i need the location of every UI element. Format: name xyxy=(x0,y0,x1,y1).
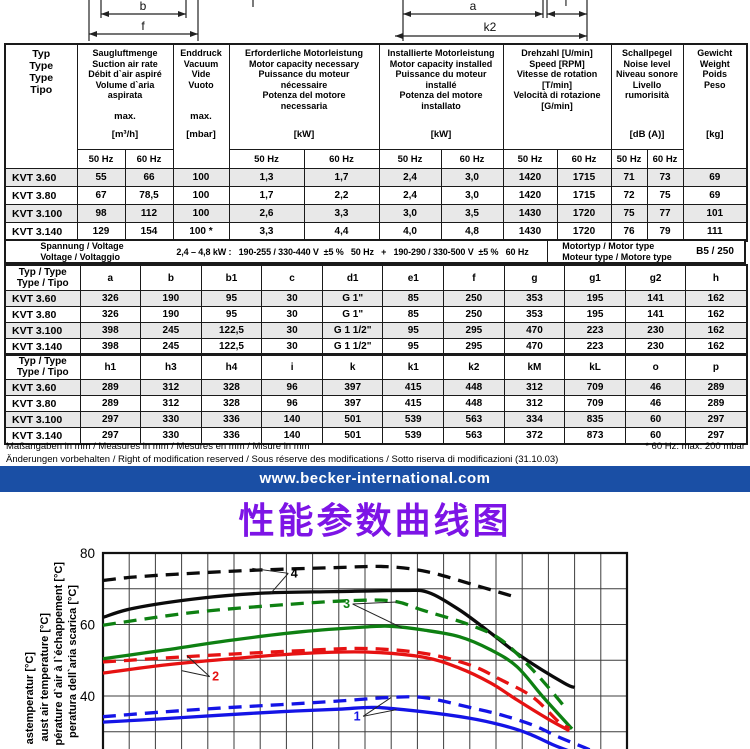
curve-1-blue-dashed xyxy=(102,695,592,749)
voltage-row: Spannung / Voltage Voltage / Voltaggio 2… xyxy=(4,239,746,264)
footnote-star: * 60 Hz: max. 200 mbar xyxy=(645,441,745,452)
dimension-table-a: Typ / Type Type / Tipo a b b1 c d1 e1 f g g1 g2 h KV… xyxy=(4,264,748,356)
footnote-measures: Maßangaben in mm / Measures in mm / Mesu… xyxy=(6,441,310,452)
curve-4-black-dashed xyxy=(102,564,513,598)
curve-4-black-solid xyxy=(102,588,576,689)
section-title: 性能参数曲线图 xyxy=(238,500,512,541)
dim-row: KVT 3.60 326 190 95 30 G 1" 85 250 353 195 141 162 xyxy=(4,290,748,307)
col-header-necessary: Erforderliche Motorleistung Motor capaci… xyxy=(228,43,380,150)
dim-row: KVT 3.140 398 245 122,5 30 G 1 1/2" 95 295 470 22… xyxy=(4,338,748,356)
curve-3-green-dashed xyxy=(102,598,569,712)
col-header-installed: Installierte Motorleistung Motor capacit… xyxy=(378,43,504,150)
col-header-suction: Saugluftmenge Suction air rate Débit d`a… xyxy=(76,43,174,150)
dim-header-row: Typ / Type Type / Tipo h1 h3 h4 i k k1 k2 kM kL o p xyxy=(4,353,748,380)
col-header-noise: Schallpegel Noise level Niveau sonore Li… xyxy=(610,43,684,150)
dim-row: KVT 3.80 289 312 328 96 397 415 448 312 709 46 289 xyxy=(4,395,748,412)
col-header-weight: Gewicht Weight Poids Peso [kg] xyxy=(682,43,748,169)
y-tick-label: 80 xyxy=(80,546,95,561)
col-header-speed: Drehzahl [U/min] Speed [RPM] Vitesse de … xyxy=(502,43,612,150)
curve-1-blue-solid xyxy=(102,705,569,749)
spec-table: Typ Type Type Tipo Saugluftmenge Suction… xyxy=(4,43,749,242)
dim-row: KVT 3.140 297 330 336 140 501 539 563 372 873 60 29… xyxy=(4,427,748,445)
dimension-label: k2 xyxy=(484,20,497,34)
dimension-label: b xyxy=(140,0,147,13)
spec-row: KVT 3.80 67 78,5 100 1,7 2,2 2,4 3,0 1420 1715 72 7… xyxy=(4,186,748,205)
dim-row: KVT 3.100 297 330 336 140 501 539 563 334 835 60 29… xyxy=(4,411,748,428)
col-header-vacuum: Enddruck Vacuum Vide Vuoto max. [mbar] xyxy=(172,43,230,169)
motor-type-label: Motortyp / Motor type Moteur type / Moto… xyxy=(562,241,672,262)
voltage-label: Spannung / Voltage Voltage / Voltaggio xyxy=(40,241,124,262)
dimension-table-b: Typ / Type Type / Tipo h1 h3 h4 i k k1 k2 kM kL o p… xyxy=(4,353,748,445)
dim-header-row: Typ / Type Type / Tipo a b b1 c d1 e1 f g g1 g2 h xyxy=(4,264,748,291)
motor-type-value: B5 / 250 xyxy=(696,246,734,257)
dim-row: KVT 3.60 289 312 328 96 397 415 448 312 709 46 289 xyxy=(4,379,748,396)
spec-row: KVT 3.100 98 112 100 2,6 3,3 3,0 3,5 1430 1720 75 7… xyxy=(4,204,748,223)
website-banner: www.becker-international.com xyxy=(0,466,750,492)
y-tick-label: 60 xyxy=(80,618,95,633)
y-axis-label: pérature d`air à l`échappement [°C] xyxy=(53,562,65,746)
dim-row: KVT 3.80 326 190 95 30 G 1" 85 250 353 195 141 162 xyxy=(4,306,748,323)
performance-chart: 80 60 40 astemperatur [°C] aust air temperat… xyxy=(0,540,750,749)
curve-number-label: 4 xyxy=(291,566,298,580)
y-axis-label: astemperatur [°C] xyxy=(24,652,36,745)
y-tick-label: 40 xyxy=(80,689,95,704)
curve-3-green-solid xyxy=(102,624,574,731)
col-header-typ: Typ Type Type Tipo xyxy=(4,43,78,169)
chart-canvas: 80 60 40 astemperatur [°C] aust air temperat… xyxy=(24,546,629,749)
curve-number-label: 2 xyxy=(212,670,219,684)
spec-row: KVT 3.60 55 66 100 1,3 1,7 2,4 3,0 1420 1715 71 73 6… xyxy=(4,168,748,187)
curve-number-label: 3 xyxy=(343,597,350,611)
y-axis-label: peratura dell`aria scarica [°C] xyxy=(67,585,79,738)
dimension-label: f xyxy=(141,19,145,33)
dimension-label: i xyxy=(565,0,568,9)
hz-subheader-row: 50 Hz 60 Hz 50 Hz 60 Hz 50 Hz 60 Hz 50 Hz 60… xyxy=(5,149,747,169)
curve-2-red-solid xyxy=(102,650,571,733)
curve-number-label: 1 xyxy=(354,709,361,723)
footnote-modifications: Änderungen vorbehalten / Right of modifi… xyxy=(6,454,559,465)
dim-row: KVT 3.100 398 245 122,5 30 G 1 1/2" 95 295 470 22… xyxy=(4,322,748,339)
dimension-drawing: bf a i k2 xyxy=(88,0,588,41)
dimension-label: a xyxy=(470,0,477,13)
y-axis-label: aust air temperature [°C] xyxy=(39,613,51,742)
voltage-spec-text: 2,4 – 4,8 kW : 190-255 / 330-440 V ±5 % … xyxy=(176,246,529,257)
